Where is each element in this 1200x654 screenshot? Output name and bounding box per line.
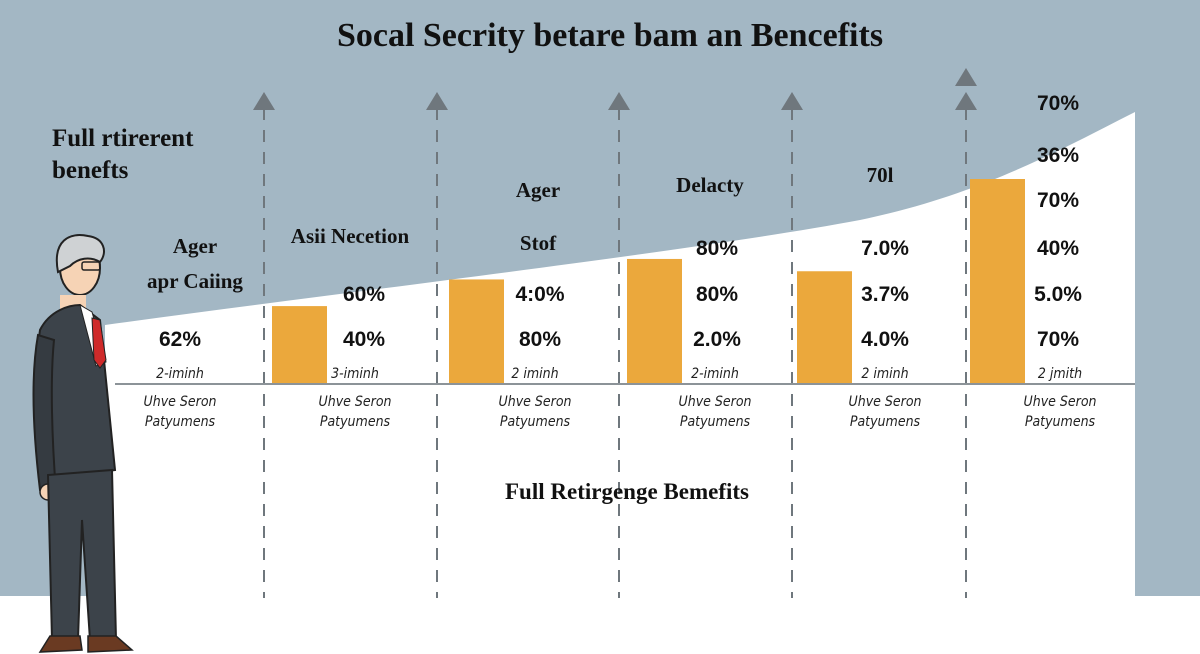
category-caption: Patyumens — [145, 414, 216, 430]
data-label: 7.0% — [861, 237, 909, 260]
bar-6 — [970, 179, 1025, 384]
category-caption: Uhve Seron — [1023, 394, 1096, 410]
category-caption: Patyumens — [680, 414, 751, 430]
data-label: 80% — [696, 283, 738, 306]
data-label: 36% — [1037, 144, 1079, 167]
data-label: 60% — [343, 283, 385, 306]
arrow-up-icon — [955, 68, 977, 86]
column-heading: Ager — [173, 234, 217, 258]
bar-4 — [627, 258, 682, 384]
arrow-up-icon — [781, 92, 803, 110]
data-label: 2.0% — [693, 328, 741, 351]
sub-label: 2 iminh — [861, 366, 908, 382]
data-label: 70% — [1037, 189, 1079, 212]
category-caption: Uhve Seron — [498, 394, 571, 410]
category-caption: Patyumens — [1025, 414, 1096, 430]
bar-3 — [449, 279, 504, 384]
arrow-up-icon — [426, 92, 448, 110]
category-caption: Uhve Seron — [143, 394, 216, 410]
data-label: 70% — [1037, 92, 1079, 115]
data-label: 3.7% — [861, 283, 909, 306]
column-heading: apr Caiing — [147, 269, 243, 293]
category-caption: Uhve Seron — [848, 394, 921, 410]
data-label: 80% — [696, 237, 738, 260]
column-heading: 70l — [867, 163, 894, 187]
category-caption: Uhve Seron — [678, 394, 751, 410]
column-heading: Delacty — [676, 173, 744, 197]
footer-label: Full Retirgenge Bemefits — [505, 479, 749, 504]
arrow-up-icon — [253, 92, 275, 110]
data-label: 70% — [1037, 328, 1079, 351]
side-label-line2: benefts — [52, 157, 129, 184]
sub-label: 2 jmith — [1038, 366, 1082, 382]
data-label: 62% — [159, 328, 201, 351]
column-heading: Asii Necetion — [291, 224, 410, 248]
column-heading: Stof — [520, 231, 557, 255]
sub-label: 2-iminh — [691, 366, 739, 382]
data-label: 40% — [343, 328, 385, 351]
sub-label: 2 iminh — [511, 366, 558, 382]
arrow-up-icon — [955, 92, 977, 110]
category-caption: Uhve Seron — [318, 394, 391, 410]
category-caption: Patyumens — [850, 414, 921, 430]
data-label: 80% — [519, 328, 561, 351]
side-label-line1: Full rtirerent — [52, 125, 194, 152]
sub-label: 2-iminh — [156, 366, 204, 382]
category-caption: Patyumens — [320, 414, 391, 430]
chart-title: Socal Secrity betare bam an Bencefits — [337, 17, 883, 54]
data-label: 5.0% — [1034, 283, 1082, 306]
category-caption: Patyumens — [500, 414, 571, 430]
businessman-illustration — [32, 234, 134, 653]
data-label: 40% — [1037, 237, 1079, 260]
bar-5 — [797, 271, 852, 384]
column-heading: Ager — [516, 178, 560, 202]
arrow-up-icon — [608, 92, 630, 110]
sub-label: 3-iminh — [331, 366, 379, 382]
data-label: 4:0% — [515, 283, 564, 306]
bar-2 — [272, 306, 327, 384]
data-label: 4.0% — [861, 328, 909, 351]
